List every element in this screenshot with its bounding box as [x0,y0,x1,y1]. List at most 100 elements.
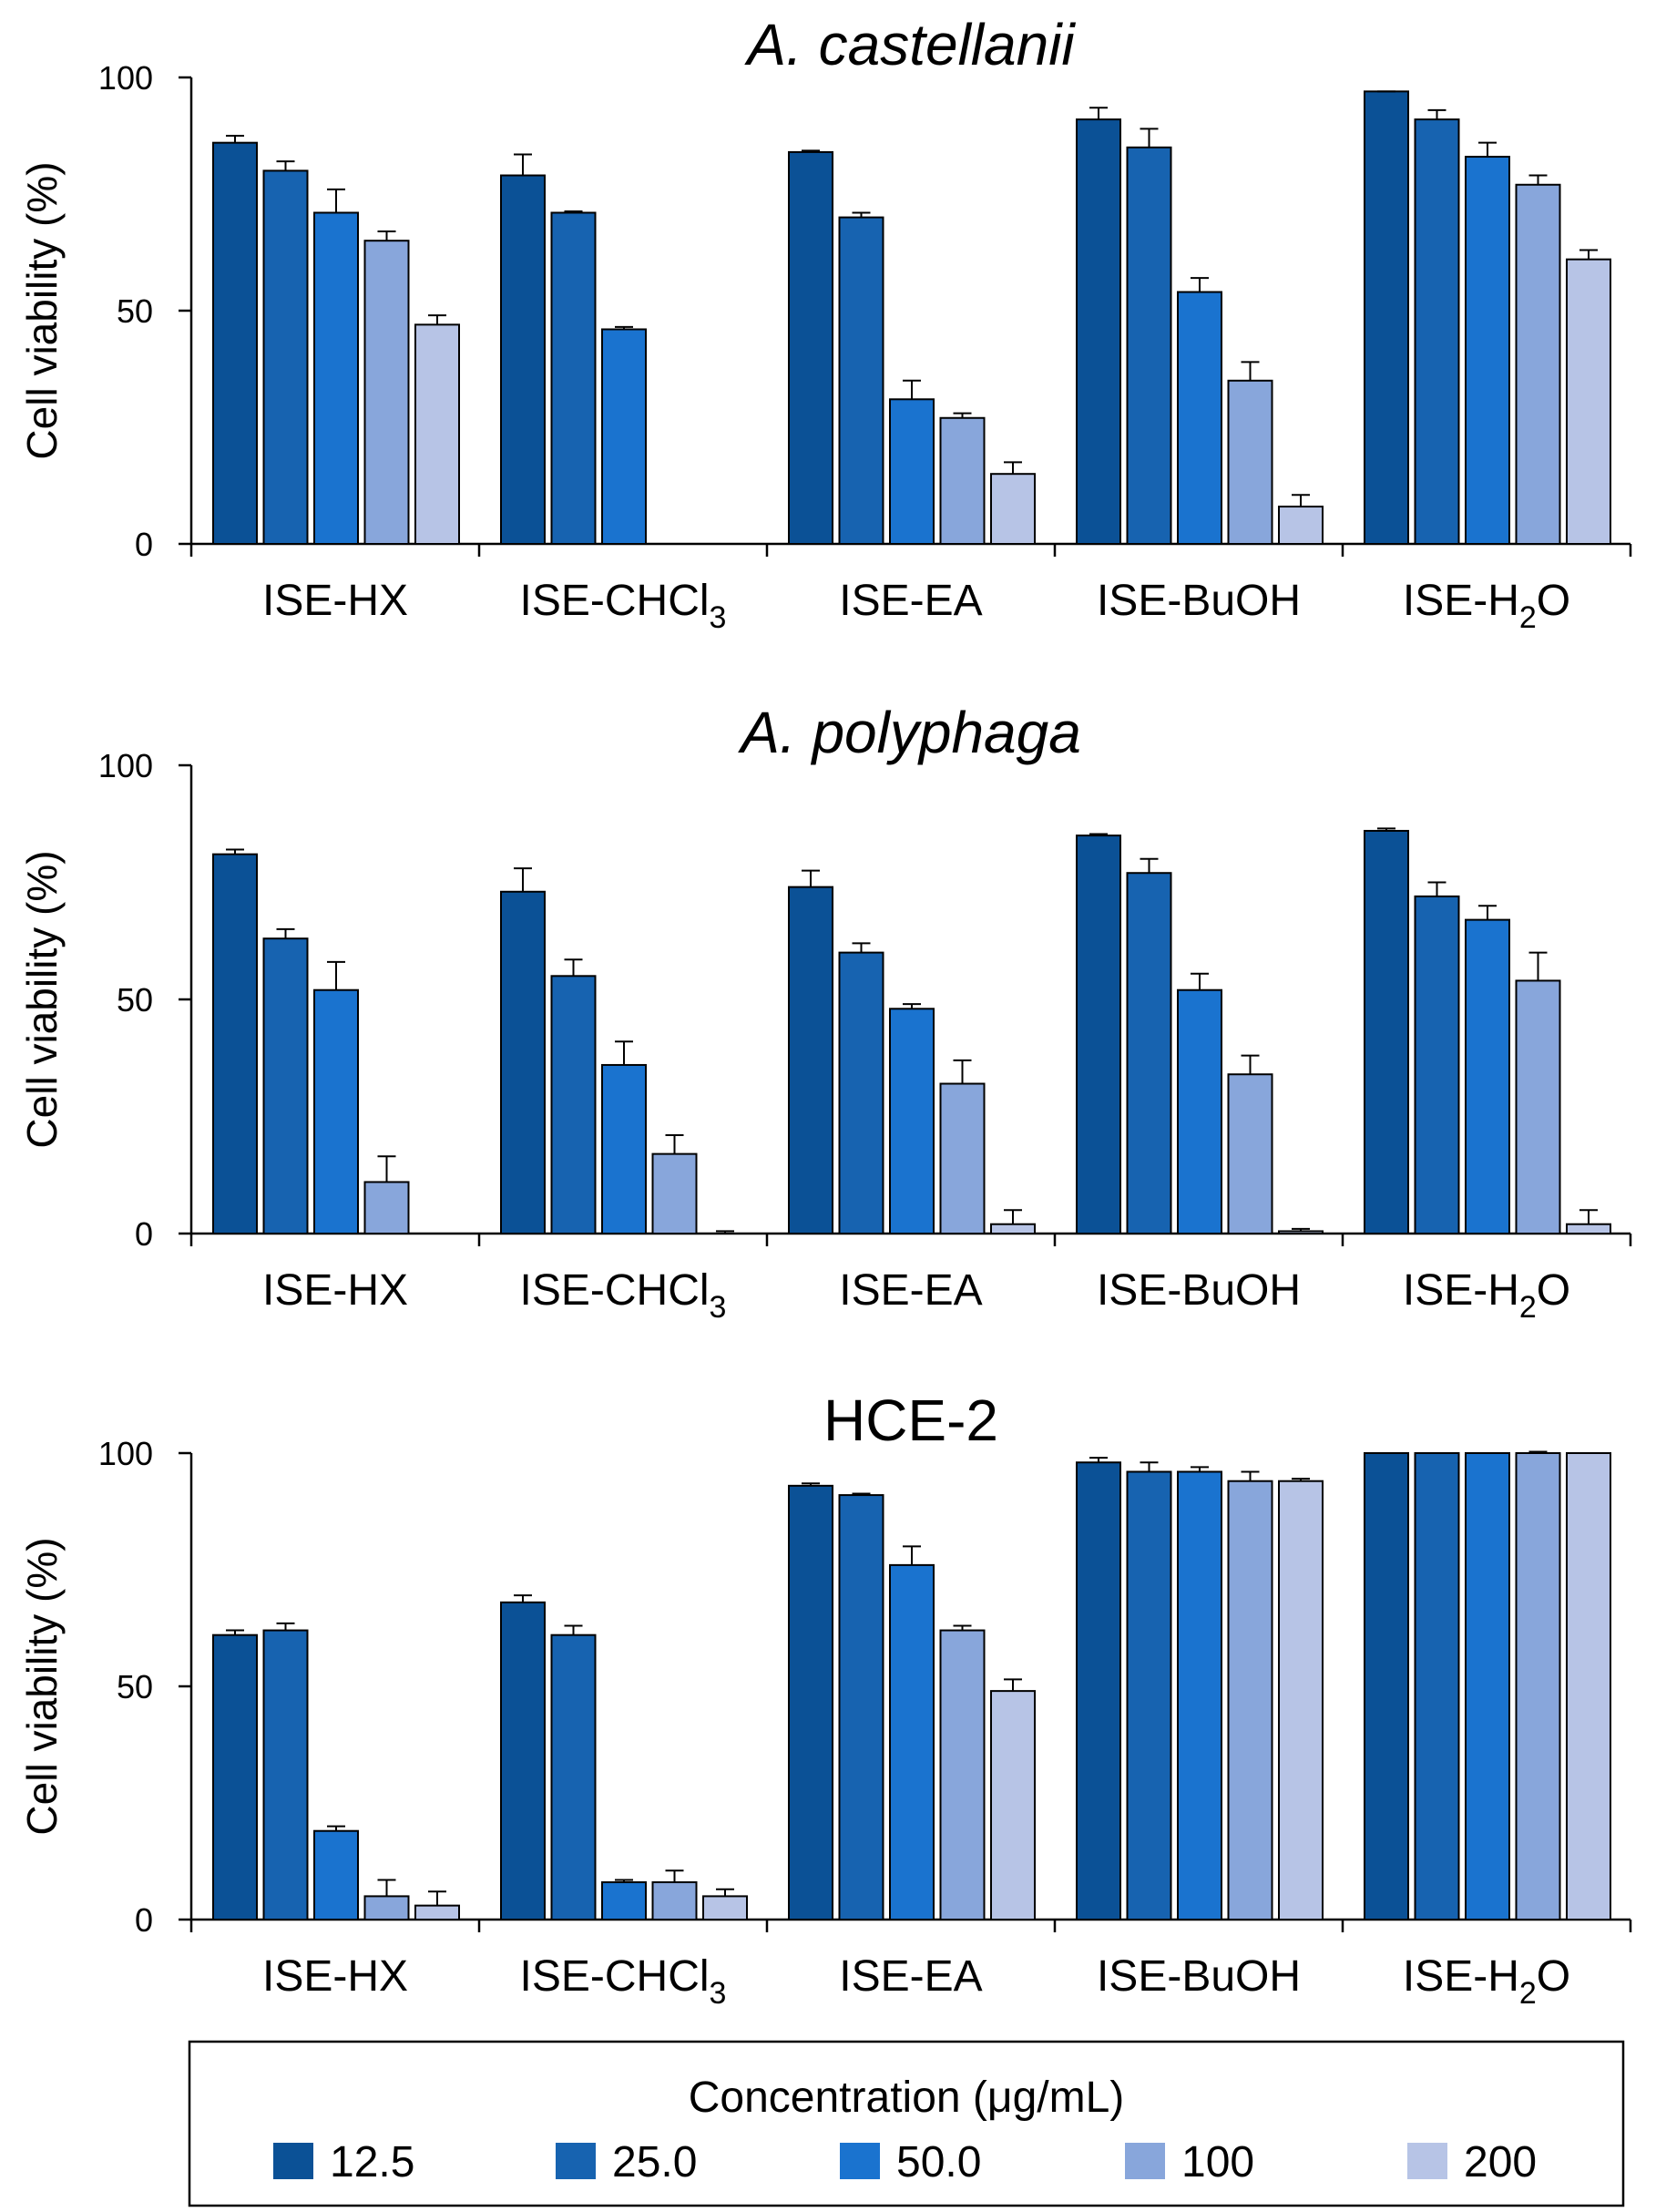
bar [1177,291,1222,545]
x-tick-label-subscript: 2 [1519,1290,1537,1325]
x-tick-label-base: ISE-HX [262,1266,408,1315]
bar [1414,118,1460,546]
x-tick-label: ISE-EA [839,1952,982,2001]
x-tick-label-subscript: 3 [710,1976,727,2011]
legend-entry: 100 [1181,2138,1254,2186]
x-tick-label-subscript: 3 [710,600,727,635]
x-tick-label: ISE-CHCl3 [520,1952,727,2011]
legend-swatch [556,2143,596,2179]
x-tick-label: ISE-EA [839,1266,982,1315]
legend-swatch [1407,2143,1447,2179]
legend-swatch [1125,2143,1165,2179]
bar [262,1629,309,1921]
bar [1465,918,1510,1234]
chart-title: HCE-2 [823,1388,998,1453]
x-tick-label-base: ISE-HX [262,577,408,625]
legend-box [188,2040,1625,2207]
y-tick-label: 100 [98,1435,153,1472]
x-tick-label: ISE-HX [262,577,408,625]
legend-entry: 12.5 [330,2138,414,2186]
bar [838,951,884,1234]
legend-entry: 200 [1464,2138,1537,2186]
bar [1515,979,1561,1234]
x-tick-label-suffix: O [1537,1952,1570,2001]
bar [1076,1461,1121,1920]
x-tick-label: ISE-BuOH [1097,1952,1301,2001]
x-tick-label: ISE-H2O [1403,1952,1570,2011]
bar [363,1181,410,1234]
x-tick-label-base: ISE-EA [839,577,982,625]
bar [1126,146,1172,546]
x-tick-label-suffix: O [1537,1266,1570,1315]
legend-entry: 50.0 [896,2138,981,2186]
y-tick-label: 100 [98,747,153,784]
x-tick-label-base: ISE-BuOH [1097,1266,1301,1315]
bar [313,1829,359,1920]
bar [1126,872,1172,1234]
x-tick-label-subscript: 3 [710,1290,727,1325]
x-tick-label: ISE-BuOH [1097,1266,1301,1315]
x-tick-label-base: ISE-H [1403,1266,1519,1315]
bar [889,398,935,545]
chart-title: A. polyphaga [737,700,1081,765]
y-tick-label: 50 [117,292,153,330]
bar [651,1881,698,1921]
bar [1364,829,1409,1235]
y-axis-label: Cell viability (%) [18,850,66,1148]
bar [1364,90,1409,546]
bar [500,890,546,1235]
bar [1465,1452,1510,1920]
x-tick-label: ISE-CHCl3 [520,1266,727,1325]
legend-swatch [840,2143,880,2179]
y-tick-label: 0 [135,1901,153,1939]
legend-title: Concentration (μg/mL) [689,2074,1125,2122]
x-tick-label-base: ISE-H [1403,577,1519,625]
bar [1177,988,1222,1234]
bar [212,141,258,545]
bar [601,1881,647,1921]
bar [788,886,833,1234]
bar [939,1629,986,1921]
bar [1465,156,1510,545]
bar [1566,1223,1611,1234]
bar [838,216,884,545]
bar [601,328,647,546]
bar [1278,506,1324,545]
y-tick-label: 0 [135,1215,153,1253]
x-tick-label: ISE-H2O [1403,577,1570,635]
bar [1566,1452,1611,1920]
x-tick-label: ISE-BuOH [1097,577,1301,625]
bar [838,1494,884,1920]
x-tick-label-base: ISE-CHCl [520,1952,710,2001]
bar [990,473,1036,546]
bar [939,1082,986,1235]
bar [1126,1470,1172,1920]
bar [212,853,258,1234]
bar [1515,1452,1561,1920]
bar [414,1904,460,1920]
bar [313,211,359,545]
y-axis-label: Cell viability (%) [18,161,66,459]
bar [1278,1230,1324,1235]
bar [500,1601,546,1920]
bar [1278,1480,1324,1920]
chart-panel-2: A. polyphaga Cell viability (%) 0 50 100 ISE-… [18,700,1632,1325]
bar [1227,379,1273,545]
bar [889,1008,935,1235]
chart-title: A. castellanii [743,12,1076,77]
bar [550,1633,597,1921]
legend-swatch [273,2143,313,2179]
bar [702,1895,748,1920]
bar [1076,118,1121,546]
bar [1177,1470,1222,1920]
x-tick-label: ISE-HX [262,1952,408,2001]
bar [1566,258,1611,545]
bar [1414,1452,1460,1920]
bar [788,150,833,545]
y-tick-label: 50 [117,981,153,1019]
x-tick-label-base: ISE-BuOH [1097,1952,1301,2001]
bar [500,174,546,546]
x-tick-label-subscript: 2 [1519,1976,1537,2011]
x-tick-label-base: ISE-EA [839,1266,982,1315]
